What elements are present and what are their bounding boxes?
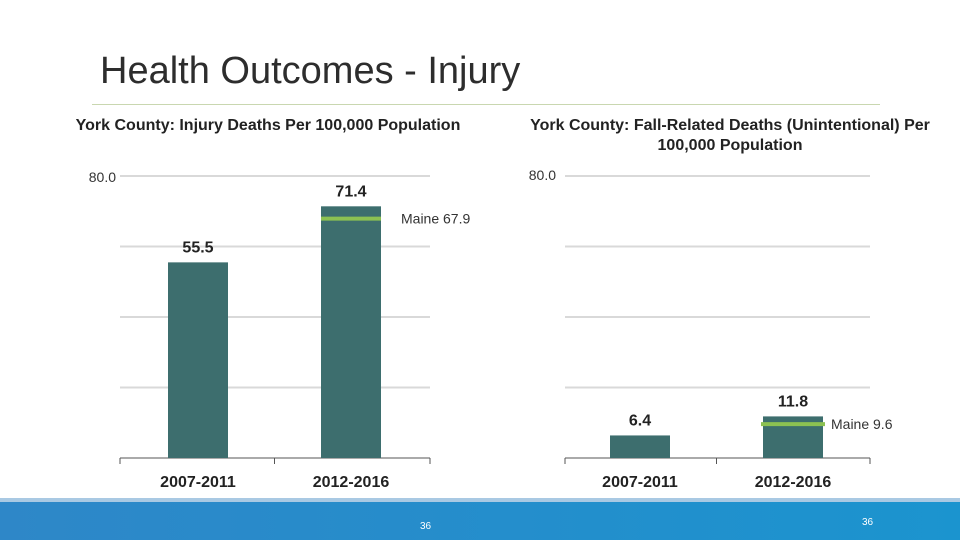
title-divider [92,104,880,105]
slide-title: Health Outcomes - Injury [100,50,521,92]
chart-title-injury-deaths: York County: Injury Deaths Per 100,000 P… [75,117,461,134]
bar [610,435,670,458]
bar [168,262,228,458]
benchmark-label: Maine 67.9 [401,211,470,227]
bar-value-label: 71.4 [335,183,366,200]
y-tick-label: 80.0 [529,167,556,183]
category-label: 2012-2016 [755,474,832,491]
benchmark-label: Maine 9.6 [831,416,893,432]
footer-accent-strip [0,498,960,502]
bar-value-label: 6.4 [629,412,651,429]
bar-value-label: 11.8 [778,393,808,410]
footer-bar [0,502,960,540]
bar [321,206,381,458]
bar-value-label: 55.5 [182,239,213,256]
category-label: 2007-2011 [160,474,236,491]
y-tick-label: 80.0 [89,169,116,185]
category-label: 2012-2016 [313,474,390,491]
page-number-right: 36 [862,517,874,528]
chart-title-fall-deaths: York County: Fall-Related Deaths (Uninte… [530,117,930,154]
page-number: 36 [420,521,432,532]
category-label: 2007-2011 [602,474,678,491]
